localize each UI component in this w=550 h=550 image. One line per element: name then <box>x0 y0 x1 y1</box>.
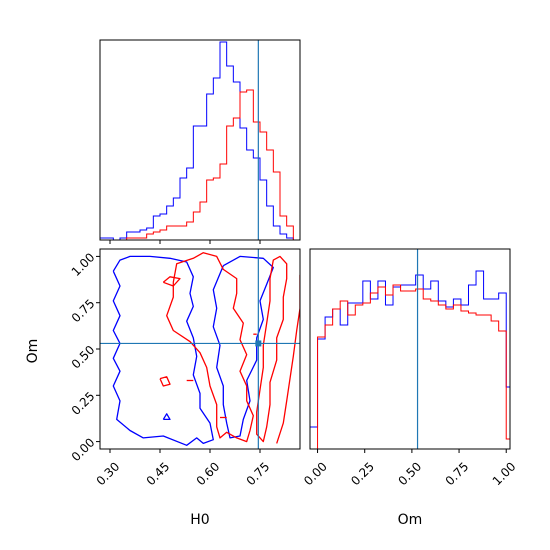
panel-contour-h0-om: 0.30 0.45 0.60 0.75 0.00 0.25 0.50 0.75 1.00 <box>69 248 301 488</box>
h0-histogram-red <box>100 89 300 241</box>
h0-x-tick-label-1: 0.45 <box>144 459 173 488</box>
x-axis-label-om: Om <box>398 512 423 528</box>
axis-labels: H0 Om Om <box>25 339 422 528</box>
om-x-tick-label-2: 0.50 <box>395 459 424 488</box>
om-y-tick-label-1: 0.25 <box>69 389 98 418</box>
y-axis-label-om: Om <box>25 339 41 364</box>
h0-x-tick-label-2: 0.60 <box>194 459 223 488</box>
contour-blue-island <box>162 413 171 421</box>
om-y-tick-label-4: 1.00 <box>69 250 98 279</box>
x-axis-label-h0: H0 <box>190 512 209 528</box>
panel-hist-h0 <box>99 39 301 244</box>
h0-x-tick-label-3: 0.75 <box>244 459 273 488</box>
h0-x-tick-label-0: 0.30 <box>94 459 123 488</box>
h0-histogram-frame <box>99 39 301 241</box>
panel-hist-om: 0.00 0.25 0.50 0.75 1.00 <box>301 248 519 488</box>
om-y-tick-label-0: 0.00 <box>69 435 98 464</box>
om-histogram-frame <box>309 248 511 450</box>
truth-marker <box>255 340 262 347</box>
om-y-tick-label-2: 0.50 <box>69 343 98 372</box>
contour-red-outer <box>166 252 254 443</box>
om-x-tick-label-4: 1.00 <box>490 459 519 488</box>
om-histogram-red <box>310 284 511 450</box>
contour-blue-outer <box>112 255 214 446</box>
contour-lines <box>112 252 300 446</box>
om-x-tick-label-3: 0.75 <box>443 459 472 488</box>
contour-red-inner <box>256 255 288 443</box>
om-y-tick-label-3: 0.75 <box>69 296 98 325</box>
om-histogram-blue <box>309 270 511 449</box>
contour-blue-inner <box>212 255 274 439</box>
contour-red-edge <box>276 274 300 444</box>
om-x-tick-label-1: 0.25 <box>348 459 377 488</box>
contour-red-island-2 <box>159 376 171 387</box>
om-x-tick-label-0: 0.00 <box>301 459 330 488</box>
h0-histogram-blue <box>99 41 300 241</box>
contour-red-island-1 <box>162 276 181 287</box>
